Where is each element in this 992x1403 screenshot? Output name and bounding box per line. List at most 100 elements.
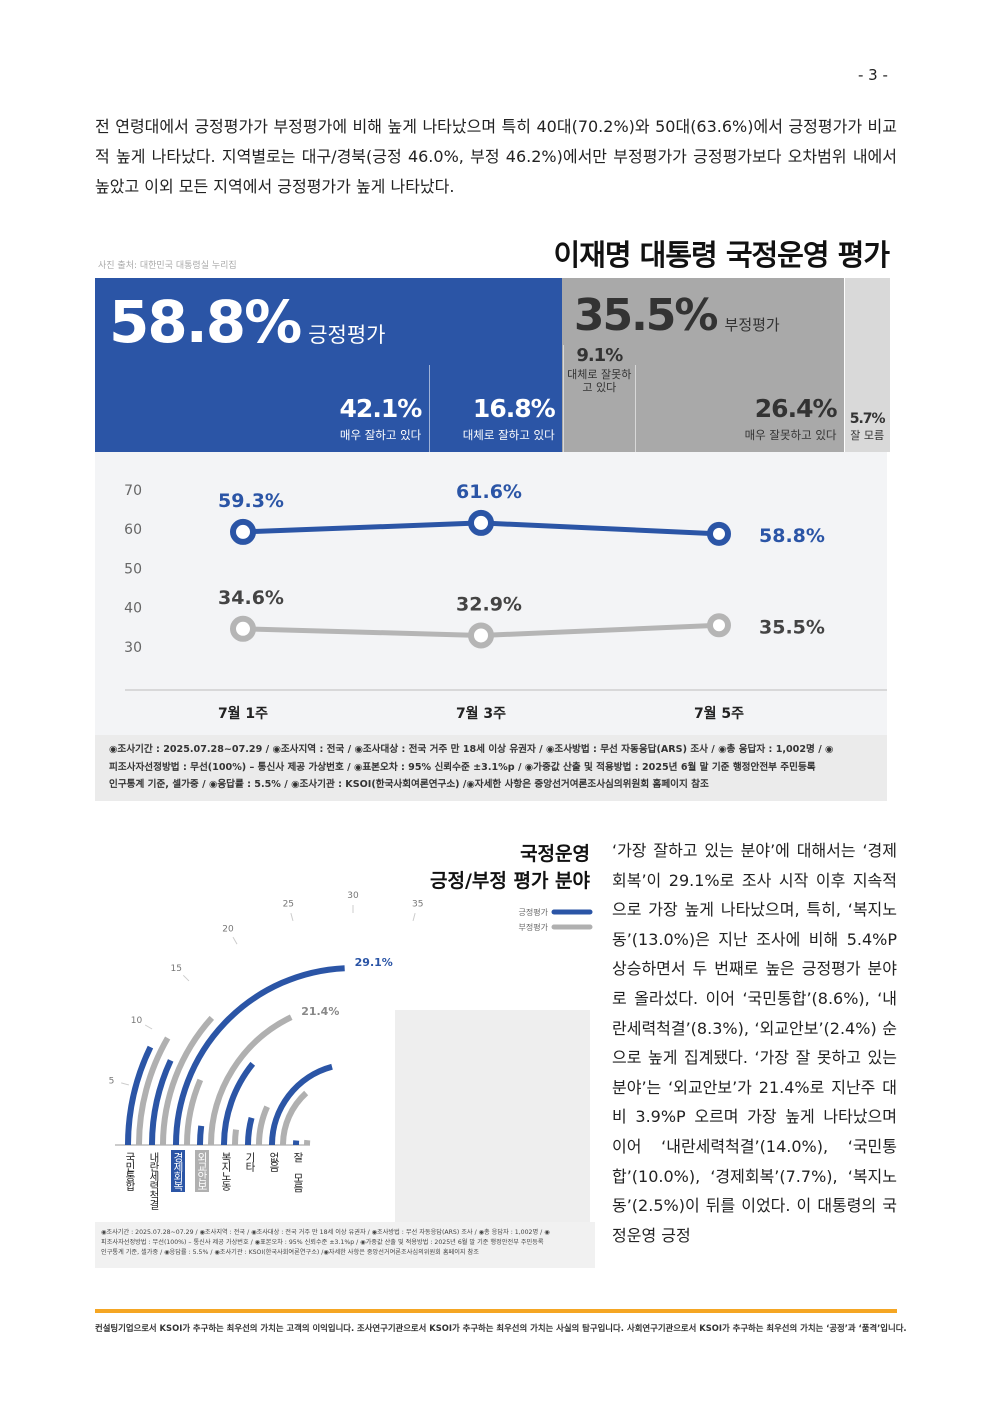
footer-text: 조사연구기관으로서 KSOI가 추구하는 최우선의 가치는 사실의 탐구입니다. [357, 1323, 624, 1333]
data-label: 32.9% [456, 593, 522, 615]
legend-label: 부정평가 [519, 922, 549, 932]
radial-bar [269, 1063, 333, 1146]
footer-text: 사회연구기관으로서 KSOI가 추구하는 최우선의 가치는 ‘공정’과 ‘품격’… [627, 1323, 907, 1333]
category-label: 복지노동 [220, 1152, 232, 1190]
footnote-background [95, 1222, 595, 1268]
segment: 9.1% 대체로 잘못하고 있다 [562, 345, 635, 452]
photo-placeholder [395, 1010, 590, 1225]
radial-tick-label: 30 [347, 891, 359, 901]
total-value: 58.8% [109, 288, 302, 356]
y-tick-label: 60 [124, 522, 142, 538]
data-label: 35.5% [759, 616, 825, 638]
radial-bar [125, 1045, 154, 1146]
line-chart: 30 40 50 60 70 7월 1주 7월 3주 7월 5주 59.3% 61.6% 58.8%… [95, 452, 887, 735]
photo-credit: 사진 출처: 대한민국 대통령실 누리집 [98, 261, 237, 271]
y-tick-label: 40 [124, 601, 142, 617]
figure-title: 국정운영 [520, 843, 590, 865]
segment-label: 대체로 잘못하고 있다 [567, 368, 632, 394]
figure-title: 이재명 대통령 국정운영 평가 [553, 238, 890, 272]
radial-tick-label: 35 [412, 900, 423, 910]
radial-bar [149, 1059, 174, 1146]
radial-tick-label: 20 [222, 924, 234, 934]
radial-bar [184, 1078, 204, 1146]
data-point [707, 521, 731, 546]
data-point [230, 615, 256, 642]
legend-label: 긍정평가 [519, 907, 549, 917]
footnote: ◉조사기간 : 2025.07.28~07.29 / ◉조사지역 : 전국 / … [101, 1228, 550, 1258]
data-point [230, 518, 256, 545]
footer-rule [95, 1309, 897, 1313]
segment-label: 매우 잘못하고 있다 [744, 428, 837, 442]
segment-value: 42.1% [339, 394, 423, 423]
data-point [468, 622, 494, 649]
segment-value: 26.4% [754, 394, 838, 423]
total-value: 35.5% [573, 290, 719, 341]
data-label: 34.6% [218, 587, 284, 609]
radial-bar [136, 1036, 171, 1146]
radial-bar [208, 1014, 293, 1146]
total-label: 긍정평가 [308, 323, 386, 347]
summary-band: 58.8% 긍정평가 35.5% 부정평가 42.1% 매우 잘하고 있다 16.8% 대체로… [95, 278, 890, 452]
segment-label: 대체로 잘하고 있다 [462, 428, 555, 442]
segment-value: 5.7% [849, 411, 886, 427]
total-heading: 35.5% 부정평가 [574, 290, 780, 341]
footnote-line: 피조사자선정방법 : 무선(100%) – 통신사 제공 가상번호 / ◉표본오… [101, 1239, 544, 1246]
category-label: 기타 [244, 1152, 256, 1171]
radial-tick-label: 10 [131, 1016, 143, 1026]
radial-tick-label: 25 [283, 900, 294, 910]
segment: 26.4% 매우 잘못하고 있다 [634, 365, 845, 452]
segment-value: 16.8% [472, 394, 556, 423]
radial-tick [121, 1082, 130, 1086]
total-label: 부정평가 [724, 316, 780, 334]
y-tick-label: 30 [124, 640, 142, 656]
category-label: 외교안보 [195, 1150, 209, 1192]
radial-bar [232, 1129, 239, 1146]
segment-value: 9.1% [576, 345, 623, 366]
segment: 42.1% 매우 잘하고 있다 [95, 365, 429, 452]
total-heading: 58.8% 긍정평가 [109, 288, 386, 356]
x-tick-label: 7월 5주 [694, 705, 744, 722]
footnote-line: ◉조사기간 : 2025.07.28~07.29 / ◉조사지역 : 전국 / … [109, 744, 834, 755]
radial-tick [232, 936, 238, 945]
segment-label: 매우 잘하고 있다 [339, 428, 422, 442]
radial-tick [182, 974, 190, 982]
segment: 16.8% 대체로 잘하고 있다 [429, 365, 562, 452]
data-point [707, 613, 731, 638]
footnote: ◉조사기간 : 2025.07.28~07.29 / ◉조사지역 : 전국 / … [95, 735, 887, 801]
page-number: - 3 - [858, 66, 888, 84]
radial-bar [256, 1105, 270, 1146]
radial-tick [412, 913, 416, 922]
radial-bar [245, 1117, 255, 1146]
figure-title: 긍정/부정 평가 분야 [430, 870, 591, 892]
radial-bar [221, 1061, 256, 1146]
intro-paragraph: 전 연령대에서 긍정평가가 부정평가에 비해 높게 나타났으며 특히 40대(7… [95, 117, 897, 196]
footer-text: 컨설팅기업으로서 KSOI가 추구하는 최우선의 가치는 고객의 이익입니다. [95, 1323, 355, 1333]
footnote-line: 인구통계 기준, 셀가중 / ◉응답률 : 5.5% / ◉조사기관 : KSO… [109, 779, 709, 790]
total-block [95, 278, 562, 452]
body-paragraph: ‘가장 잘하고 있는 분야’에 대해서는 ‘경제회복’이 29.1%로 조사 시… [612, 841, 897, 1245]
radial-bar [160, 1015, 215, 1146]
radial-bar [280, 1090, 309, 1146]
radial-tick-label: 15 [170, 964, 181, 974]
data-label: 61.6% [456, 481, 522, 503]
data-label: 59.3% [218, 490, 284, 512]
radial-tick [290, 913, 294, 922]
radial-tick-label: 5 [109, 1076, 115, 1086]
data-label: 29.1% [355, 956, 393, 969]
x-tick-label: 7월 1주 [218, 705, 268, 722]
footnote-line: 인구통계 기준, 셀가중 / ◉응답률 : 5.5% / ◉조사기관 : KSO… [101, 1249, 479, 1256]
segment-label: 잘 모름 [850, 429, 885, 442]
category-label: 내란세력척결 [148, 1152, 160, 1209]
category-label: 잘 모름 [292, 1152, 304, 1192]
footnote-line: 피조사자선정방법 : 무선(100%) – 통신사 제공 가상번호 / ◉표본오… [109, 761, 816, 773]
radial-bar [173, 965, 345, 1146]
radial-bar [197, 1125, 205, 1146]
data-point [468, 509, 494, 536]
y-tick-label: 70 [124, 483, 142, 499]
radial-tick [144, 1024, 153, 1030]
data-label: 21.4% [301, 1005, 339, 1018]
segment: 5.7% 잘 모름 [844, 278, 890, 452]
